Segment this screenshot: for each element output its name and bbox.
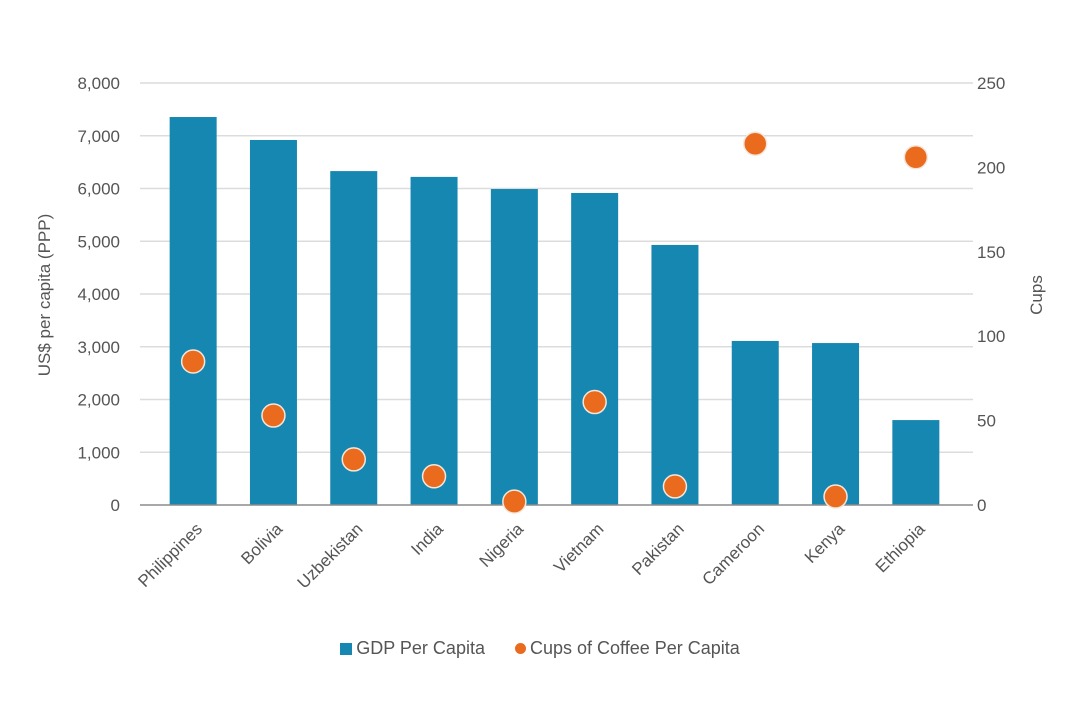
scatter-series (180, 131, 929, 514)
legend-swatch-dot (514, 643, 526, 654)
x-category-label: Cameroon (699, 519, 769, 589)
x-category-label: Bolivia (237, 519, 286, 568)
y-left-tick-label: 4,000 (77, 285, 120, 304)
y-axis-left-title: US$ per capita (PPP) (35, 214, 54, 377)
bar (892, 420, 940, 505)
y-left-tick-label: 6,000 (77, 180, 120, 199)
scatter-point (261, 403, 286, 428)
bar (651, 244, 699, 505)
bar (169, 117, 217, 506)
scatter-point (341, 447, 366, 472)
bar (812, 343, 860, 505)
bar (490, 189, 538, 505)
legend-item-coffee[interactable]: Cups of Coffee Per Capita (514, 638, 740, 659)
scatter-point (743, 131, 768, 157)
scatter-point (903, 145, 929, 170)
bar (249, 139, 297, 505)
y-left-tick-label: 8,000 (77, 74, 120, 93)
scatter-point (582, 389, 607, 415)
x-category-label: Uzbekistan (294, 519, 367, 592)
x-category-label: Kenya (801, 519, 849, 567)
y-left-tick-label: 1,000 (77, 443, 120, 462)
y-right-tick-label: 250 (977, 74, 1005, 93)
y-right-tick-label: 100 (977, 327, 1005, 346)
legend-label-gdp: GDP Per Capita (356, 638, 485, 658)
y-axis-right-title: Cups (1027, 275, 1046, 315)
scatter-point (421, 464, 447, 489)
x-category-label: Nigeria (476, 519, 528, 571)
scatter-point (823, 484, 848, 509)
y-right-tick-label: 0 (977, 496, 986, 515)
y-left-tick-label: 3,000 (77, 338, 120, 357)
y-left-tick-label: 5,000 (77, 232, 120, 251)
x-category-label: Ethiopia (872, 519, 929, 576)
y-left-tick-label: 0 (111, 496, 120, 515)
scatter-point (180, 349, 206, 374)
y-right-tick-label: 200 (977, 158, 1005, 177)
legend-label-coffee: Cups of Coffee Per Capita (529, 638, 740, 658)
y-left-tick-label: 7,000 (77, 127, 120, 146)
legend: GDP Per Capita Cups of Coffee Per Capita (0, 638, 1080, 659)
y-right-tick-label: 150 (977, 243, 1005, 262)
x-category-label: Philippines (134, 519, 206, 591)
x-category-label: Pakistan (628, 519, 688, 579)
y-axis-left-ticks: 0 1,000 2,000 3,000 4,000 5,000 6,000 7,000 8,00… (77, 74, 120, 515)
scatter-point (502, 489, 527, 514)
x-category-label: Vietnam (550, 519, 607, 576)
scatter-point (662, 474, 688, 499)
y-axis-right-ticks: 0 50 100 150 200 250 (977, 74, 1005, 515)
y-right-tick-label: 50 (977, 412, 996, 431)
bar (571, 192, 619, 505)
bar (731, 340, 779, 505)
bar-series (169, 117, 940, 506)
x-axis-category-labels: Philippines Bolivia Uzbekistan India Nigeria… (134, 519, 929, 592)
y-left-tick-label: 2,000 (77, 391, 120, 410)
legend-swatch-bar (340, 642, 353, 655)
bar (410, 176, 458, 505)
x-category-label: India (407, 519, 447, 559)
legend-item-gdp[interactable]: GDP Per Capita (340, 638, 485, 659)
